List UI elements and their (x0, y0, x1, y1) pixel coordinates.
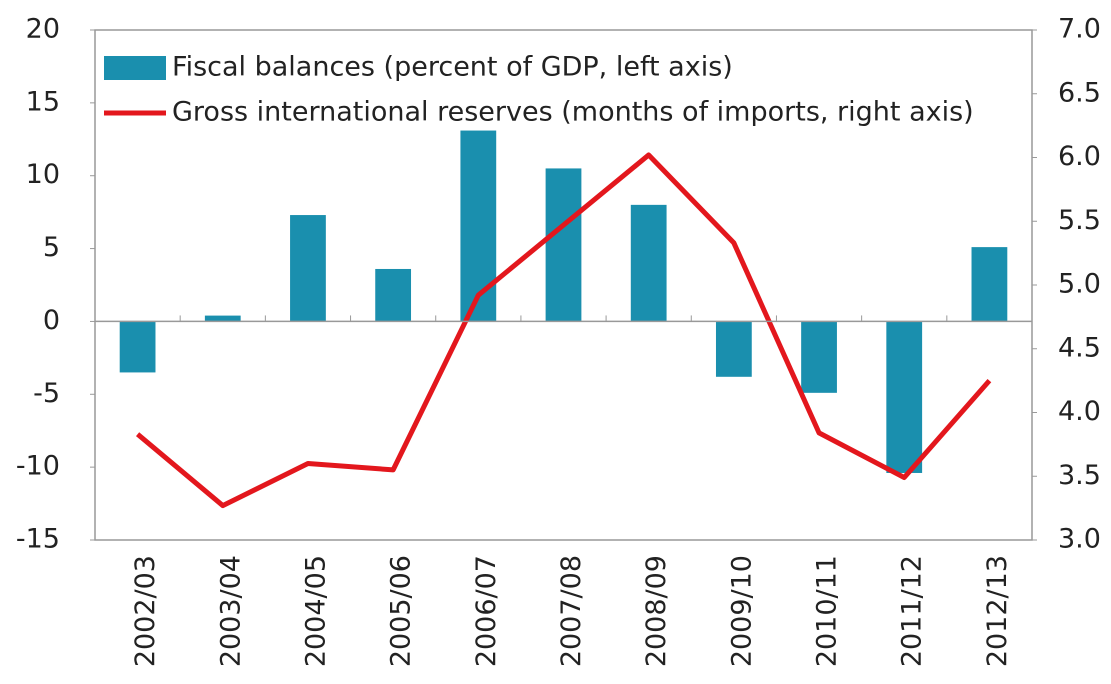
bar (801, 321, 837, 393)
y-tick-label: 0 (43, 305, 60, 336)
x-tick-label: 2012/13 (982, 555, 1013, 667)
bar (630, 204, 667, 322)
bar (460, 130, 497, 322)
x-tick-label: 2009/10 (726, 555, 757, 667)
x-tick-label: 2010/11 (812, 555, 843, 667)
x-tick-label: 2005/06 (386, 555, 417, 667)
y-tick-label: -5 (33, 378, 60, 409)
y2-tick-label: 6.0 (1058, 141, 1101, 172)
bar (290, 215, 326, 322)
x-tick-label: 2011/12 (897, 555, 928, 667)
line (135, 152, 992, 509)
y-tick-label: 15 (26, 86, 60, 117)
x-tick-label: 2002/03 (130, 555, 161, 667)
y-tick-label: 10 (26, 159, 60, 190)
x-tick-label: 2008/09 (641, 555, 672, 667)
legend-label: Gross international reserves (months of … (172, 97, 974, 128)
bar (545, 168, 582, 322)
bar (886, 321, 923, 473)
y-tick-label: 20 (26, 14, 60, 45)
x-tick-label: 2006/07 (471, 555, 502, 667)
y-tick-label: -10 (16, 451, 60, 482)
legend-label: Fiscal balances (percent of GDP, left ax… (172, 52, 733, 83)
y2-tick-label: 4.0 (1058, 396, 1101, 427)
x-tick-label: 2007/08 (556, 555, 587, 667)
y2-tick-label: 7.0 (1058, 14, 1101, 45)
y-tick-label: -15 (16, 524, 60, 555)
y2-tick-label: 5.5 (1058, 205, 1101, 236)
bar (119, 321, 156, 373)
y2-tick-label: 3.0 (1058, 524, 1101, 555)
bar (971, 247, 1008, 322)
legend-swatch (104, 56, 166, 80)
y2-tick-label: 6.5 (1058, 77, 1101, 108)
y2-tick-label: 4.5 (1058, 332, 1101, 363)
x-tick-label: 2003/04 (215, 555, 246, 667)
y-tick-label: 5 (43, 232, 60, 263)
y2-tick-label: 3.5 (1058, 460, 1101, 491)
bar (715, 321, 752, 377)
y2-tick-label: 5.0 (1058, 269, 1101, 300)
x-tick-label: 2004/05 (300, 555, 331, 667)
bar (204, 315, 241, 322)
bar (375, 268, 412, 322)
